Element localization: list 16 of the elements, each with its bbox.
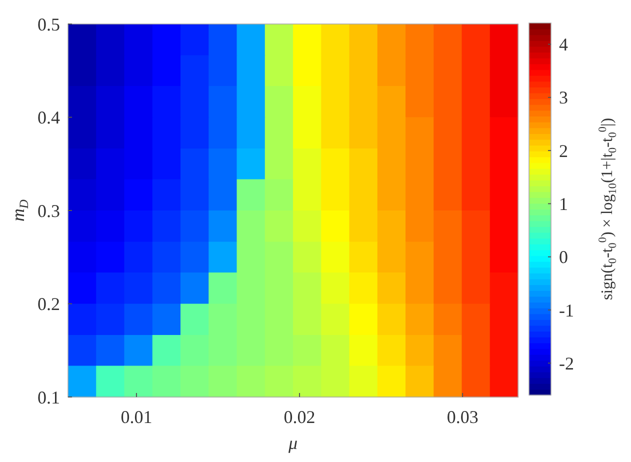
y-tick-label: 0.4 — [38, 108, 60, 128]
x-axis-title: μ — [287, 433, 298, 453]
y-tick-label: 0.5 — [38, 14, 60, 34]
color-bar-label: 3 — [559, 88, 568, 108]
y-tick-label: 0.1 — [38, 387, 60, 408]
x-tick-label: 0.03 — [446, 407, 478, 427]
y-tick-label: 0.2 — [38, 294, 60, 314]
x-tick-label: 0.02 — [284, 407, 316, 427]
color-bar-label: 0 — [559, 247, 568, 268]
color-bar-label: -2 — [559, 353, 574, 374]
x-tick-label: 0.01 — [120, 407, 152, 427]
color-bar-label: -1 — [559, 300, 574, 320]
y-tick-label: 0.3 — [38, 200, 60, 221]
color-bar-label: 1 — [559, 194, 568, 214]
color-bar-label: 4 — [559, 34, 568, 55]
color-bar-label: 2 — [559, 140, 568, 161]
